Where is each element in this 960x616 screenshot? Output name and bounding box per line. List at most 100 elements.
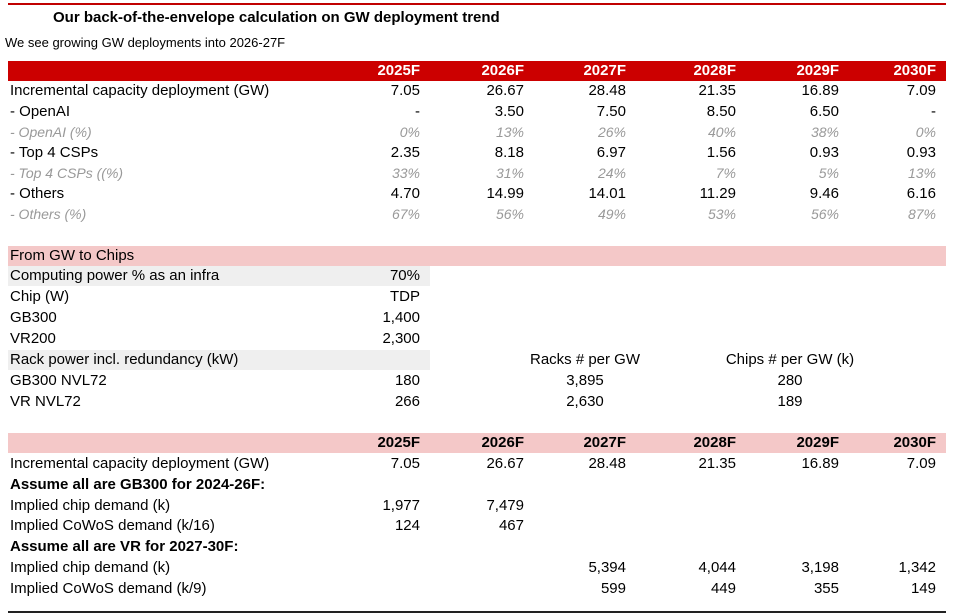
table-cell: TDP [390,288,420,305]
table-row: Implied chip demand (k) 1,977 7,479 [8,496,946,516]
table-cell: 280 [777,372,803,389]
table-cell: 5% [818,165,839,181]
table-cell: 56% [495,206,524,222]
table-row: VR NVL72 266 2,630 189 [8,392,946,412]
table-cell: 8.18 [494,144,524,161]
table-cell: 16.89 [801,455,839,472]
table-row: - Others (%) 67% 56% 49% 53% 56% 87% [8,204,946,224]
year-header-cell: 2029F [796,62,839,79]
table-row: - Top 4 CSPs ((%) 33% 31% 24% 7% 5% 13% [8,163,946,183]
racks-per-gw-header: Racks # per GW [529,351,641,368]
table-row: - Others 4.70 14.99 14.01 11.29 9.46 6.1… [8,184,946,204]
table-cell: 3,198 [801,559,839,576]
row-label: Incremental capacity deployment (GW) [10,82,270,99]
assumption-row: Assume all are VR for 2027-30F: [8,537,946,557]
table-cell: 1.56 [706,144,736,161]
table-cell: 7% [715,165,736,181]
table-cell: 0% [399,124,420,140]
table-cell: 7.50 [596,103,626,120]
table-cell: 1,400 [382,309,420,326]
table-cell: 189 [777,393,803,410]
table-cell: 266 [394,393,420,410]
row-label: Implied CoWoS demand (k/9) [10,580,207,597]
table-cell: 124 [394,517,420,534]
row-label: Implied CoWoS demand (k/16) [10,517,215,534]
table-cell: 180 [394,372,420,389]
table-cell: 56% [810,206,839,222]
row-label: Computing power % as an infra [10,267,220,284]
year-header-cell: 2026F [481,434,524,451]
table-row: Implied CoWoS demand (k/9) 599 449 355 1… [8,579,946,599]
table-cell: 0% [915,124,936,140]
table-cell: 2.35 [390,144,420,161]
table-cell: 0.93 [906,144,936,161]
shaded-band [8,266,430,286]
row-label: VR200 [10,330,56,347]
table-cell: 11.29 [699,185,736,202]
table-cell: 1,977 [382,497,420,514]
table-cell: 1,342 [898,559,936,576]
top-rule [8,3,946,5]
table-cell: 33% [391,165,420,181]
table-cell: 26.67 [486,455,524,472]
row-label: - Top 4 CSPs [10,144,99,161]
year-header-cell: 2025F [377,62,420,79]
table-cell: 13% [495,124,524,140]
table-cell: 2,630 [566,393,604,410]
table-cell: 2,300 [382,330,420,347]
year-header-cell: 2029F [796,434,839,451]
year-header-cell: 2028F [693,434,736,451]
year-header-cell: 2028F [693,62,736,79]
table-cell: 26.67 [486,82,524,99]
row-label: VR NVL72 [10,393,81,410]
table-cell: 16.89 [801,82,839,99]
row-label: Incremental capacity deployment (GW) [10,455,270,472]
row-label: Implied chip demand (k) [10,559,171,576]
row-label: Chip (W) [10,288,70,305]
table-row: GB300 NVL72 180 3,895 280 [8,371,946,391]
row-label: GB300 NVL72 [10,372,107,389]
table-cell: 14.01 [588,185,626,202]
table-cell: 7.05 [390,82,420,99]
table-cell: 149 [910,580,936,597]
row-label: - Others [10,185,65,202]
table-cell: 5,394 [588,559,626,576]
table-cell: 467 [498,517,524,534]
table-row: Rack power incl. redundancy (kW) Racks #… [8,350,946,370]
assumption-row: Assume all are GB300 for 2024-26F: [8,475,946,495]
table-cell: 49% [597,206,626,222]
table-row: GB300 1,400 [8,308,946,328]
table-row: VR200 2,300 [8,329,946,349]
table-cell: 6.50 [809,103,839,120]
table-cell: 14.99 [486,185,524,202]
table-cell: 449 [710,580,736,597]
table-cell: 7.05 [390,455,420,472]
table-cell: 4.70 [390,185,420,202]
table-cell: 70% [389,267,420,284]
page-title: Our back-of-the-envelope calculation on … [53,9,500,26]
table-cell: 3.50 [494,103,524,120]
table-row: - OpenAI (%) 0% 13% 26% 40% 38% 0% [8,122,946,142]
year-header-row-2: 2025F 2026F 2027F 2028F 2029F 2030F [8,433,946,453]
year-header-cell: 2027F [583,62,626,79]
table-row: Chip (W) TDP [8,287,946,307]
table-cell: 3,895 [566,372,604,389]
table-cell: 7,479 [486,497,524,514]
table-cell: 28.48 [588,455,626,472]
table-cell: 28.48 [588,82,626,99]
table-cell: 4,044 [698,559,736,576]
row-label: - OpenAI [10,103,71,120]
table-row: Incremental capacity deployment (GW) 7.0… [8,454,946,474]
shaded-band [8,350,430,370]
table-cell: 13% [907,165,936,181]
row-label: - Top 4 CSPs ((%) [10,165,124,181]
page-subtitle: We see growing GW deployments into 2026-… [5,35,286,50]
table-cell: 599 [600,580,626,597]
table-row: Implied CoWoS demand (k/16) 124 467 [8,516,946,536]
table-cell: 355 [813,580,839,597]
table-cell: 7.09 [906,455,936,472]
table-row: Computing power % as an infra 70% [8,266,946,286]
table-cell: 9.46 [809,185,839,202]
section-header-gw-to-chips: From GW to Chips [8,246,946,266]
table-row: - OpenAI - 3.50 7.50 8.50 6.50 - [8,102,946,122]
